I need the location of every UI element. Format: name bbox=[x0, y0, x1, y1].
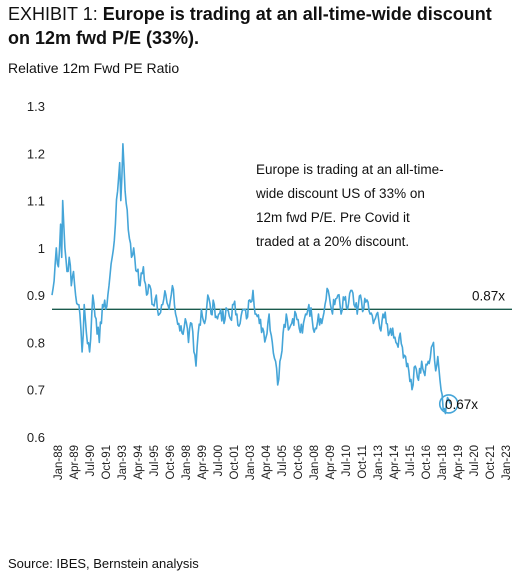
y-axis: 0.6 0.7 0.8 0.9 1 1.1 1.2 1.3 bbox=[27, 99, 45, 445]
y-tick-label: 1.2 bbox=[27, 146, 45, 161]
x-tick-label: Jul-00 bbox=[213, 445, 225, 476]
y-tick-label: 1.3 bbox=[27, 99, 45, 114]
title-line-2: on 12m fwd P/E (33%). bbox=[8, 28, 200, 48]
x-tick-label: Jul-05 bbox=[277, 445, 289, 476]
x-tick-label: Jul-95 bbox=[149, 445, 161, 476]
chart-subtitle: Relative 12m Fwd PE Ratio bbox=[8, 60, 180, 76]
x-tick-label: Oct-11 bbox=[357, 445, 369, 479]
x-tick-label: Jan-18 bbox=[437, 445, 449, 480]
annotation-text-line: Europe is trading at an all-time- bbox=[256, 162, 444, 177]
x-tick-label: Jan-98 bbox=[181, 445, 193, 480]
y-tick-label: 1.1 bbox=[27, 194, 45, 209]
x-tick-label: Apr-89 bbox=[69, 445, 81, 480]
y-tick-label: 0.9 bbox=[27, 288, 45, 303]
x-tick-label: Jan-23 bbox=[501, 445, 513, 480]
current-value-label: 0.67x bbox=[445, 397, 478, 412]
y-tick-label: 1 bbox=[38, 241, 45, 256]
x-tick-label: Jul-20 bbox=[469, 445, 481, 476]
x-tick-label: Apr-04 bbox=[261, 444, 273, 479]
x-tick-label: Apr-99 bbox=[197, 445, 209, 480]
x-tick-label: Apr-19 bbox=[453, 445, 465, 480]
exhibit-label: EXHIBIT 1: bbox=[8, 4, 98, 24]
x-tick-label: Jan-13 bbox=[373, 445, 385, 480]
x-tick-label: Apr-09 bbox=[325, 445, 337, 480]
x-tick-label: Jan-08 bbox=[309, 445, 321, 480]
chart-title: EXHIBIT 1: Europe is trading at an all-t… bbox=[8, 2, 518, 50]
x-tick-label: Oct-96 bbox=[165, 445, 177, 480]
x-tick-label: Jan-93 bbox=[117, 445, 129, 480]
x-tick-label: Jul-10 bbox=[341, 445, 353, 476]
x-tick-label: Jul-90 bbox=[85, 445, 97, 476]
x-axis: Jan-88 Apr-89 Jul-90 Oct-91 Jan-93 Apr-94 Jul-… bbox=[53, 444, 513, 480]
x-tick-label: Apr-14 bbox=[389, 444, 401, 479]
annotation-text-line: wide discount US of 33% on bbox=[255, 186, 425, 201]
y-tick-label: 0.7 bbox=[27, 383, 45, 398]
source-note: Source: IBES, Bernstein analysis bbox=[8, 556, 199, 571]
x-tick-label: Oct-01 bbox=[229, 445, 241, 480]
annotations: 0.87x 0.67x Europe is trading at an all-ti… bbox=[255, 162, 505, 412]
series-group bbox=[51, 143, 512, 415]
x-tick-label: Oct-21 bbox=[485, 445, 497, 480]
x-tick-label: Jul-15 bbox=[405, 445, 417, 476]
annotation-text-line: traded at a 20% discount. bbox=[256, 234, 409, 249]
x-tick-label: Apr-94 bbox=[133, 444, 145, 479]
x-tick-label: Oct-91 bbox=[101, 445, 113, 480]
x-tick-label: Jan-03 bbox=[245, 445, 257, 480]
y-tick-label: 0.8 bbox=[27, 335, 45, 350]
x-tick-label: Oct-06 bbox=[293, 445, 305, 480]
x-tick-label: Oct-16 bbox=[421, 445, 433, 480]
annotation-text-line: 12m fwd P/E. Pre Covid it bbox=[256, 210, 410, 225]
title-line-1: Europe is trading at an all-time-wide di… bbox=[102, 4, 492, 24]
y-tick-label: 0.6 bbox=[27, 430, 45, 445]
x-tick-label: Jan-88 bbox=[53, 445, 65, 480]
reference-label: 0.87x bbox=[472, 288, 505, 303]
current-value-circle bbox=[438, 394, 459, 414]
series-line bbox=[51, 143, 452, 415]
